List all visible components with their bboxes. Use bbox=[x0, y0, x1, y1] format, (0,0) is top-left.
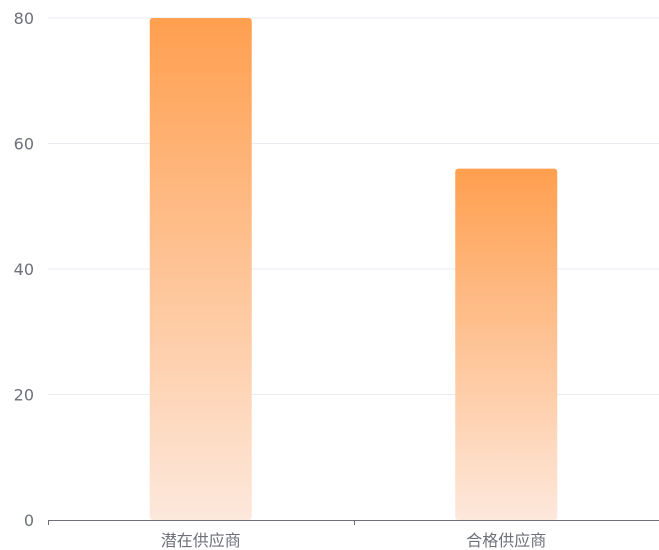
bar-1 bbox=[455, 168, 558, 520]
x-axis-tick-labels: 潜在供应商 合格供应商 bbox=[161, 531, 547, 550]
y-tick-label: 0 bbox=[24, 511, 34, 530]
y-axis-tick-labels: 0 20 40 60 80 bbox=[14, 9, 34, 530]
bars bbox=[149, 18, 558, 520]
x-axis bbox=[48, 520, 659, 525]
grid-lines bbox=[48, 17, 659, 395]
x-tick-label: 潜在供应商 bbox=[161, 531, 241, 550]
y-tick-label: 60 bbox=[14, 135, 34, 154]
bar-0 bbox=[149, 18, 252, 520]
y-tick-label: 40 bbox=[14, 260, 34, 279]
y-tick-label: 80 bbox=[14, 9, 34, 28]
y-tick-label: 20 bbox=[14, 386, 34, 405]
x-tick-label: 合格供应商 bbox=[466, 531, 546, 550]
